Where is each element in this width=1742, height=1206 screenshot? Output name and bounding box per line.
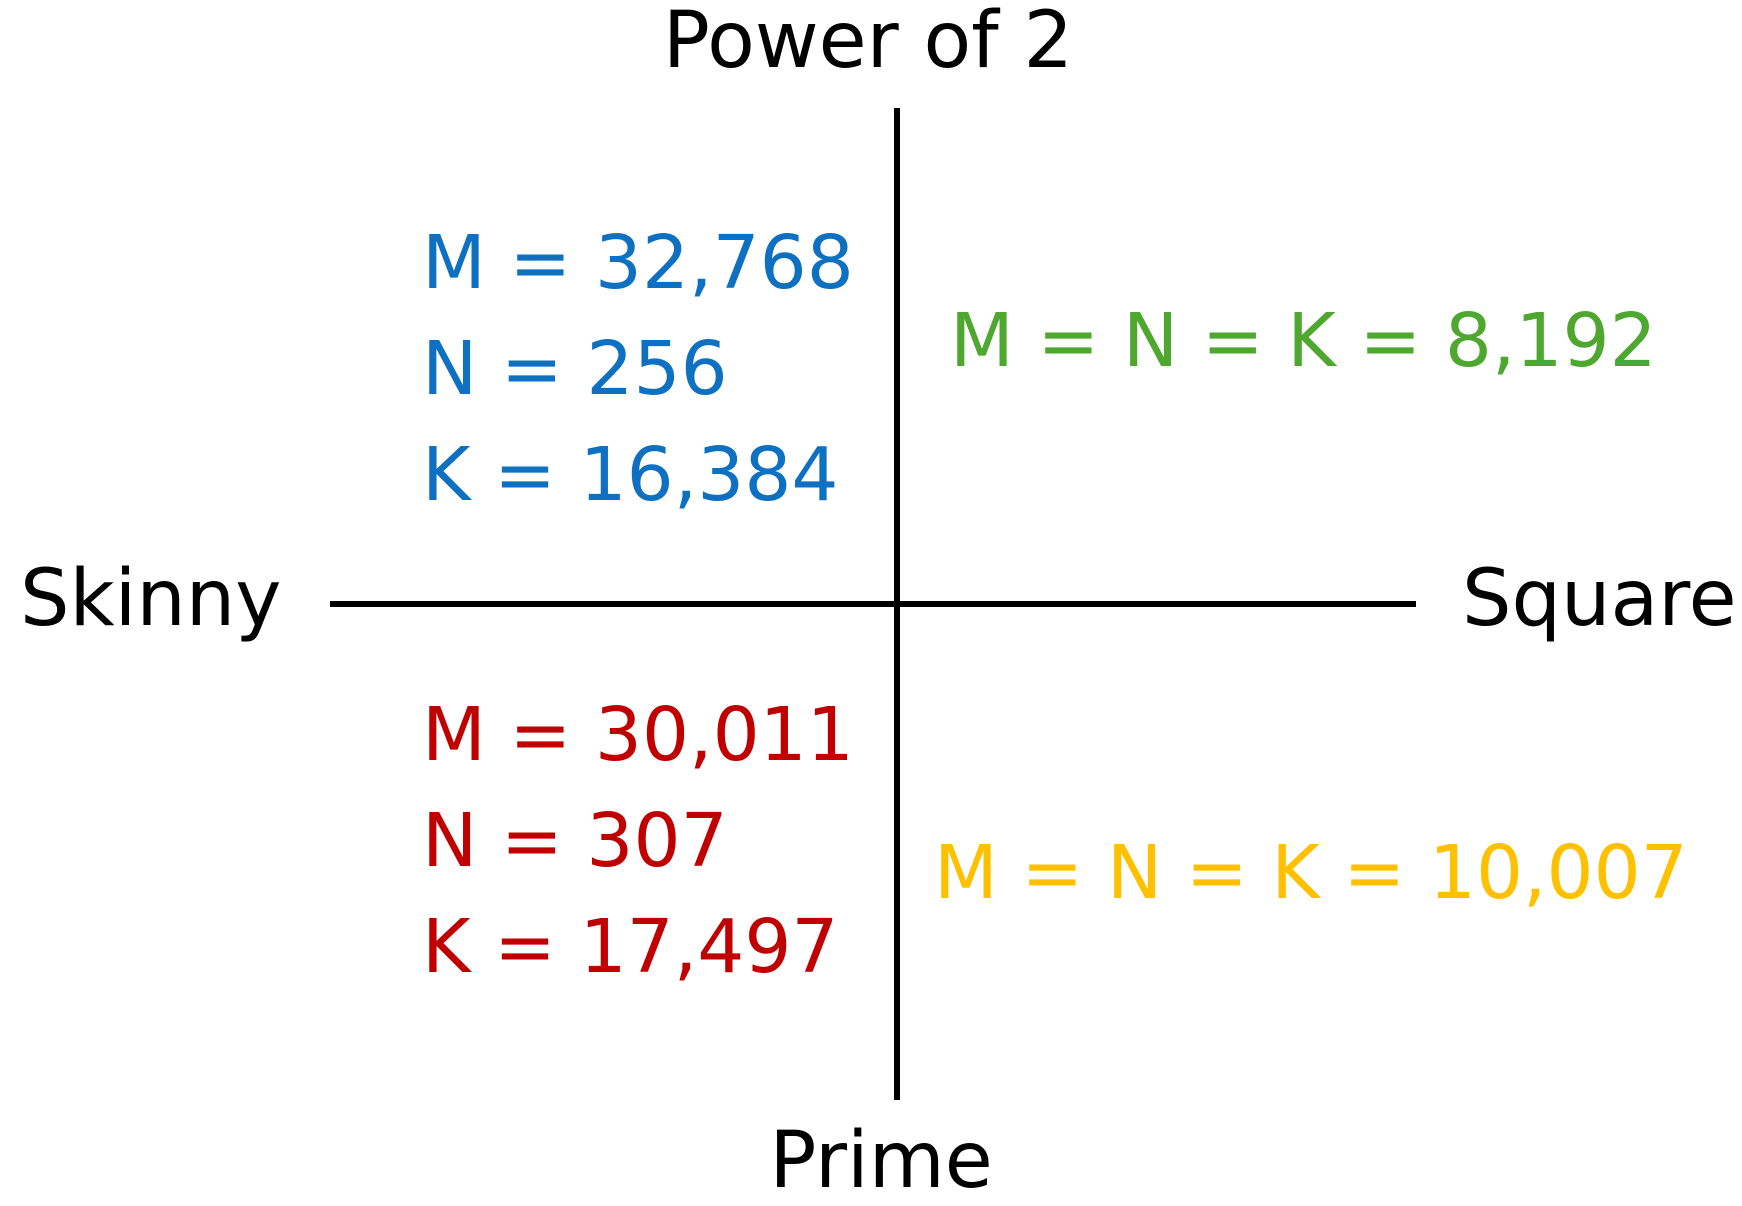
- quadrant-top-left-m: M = 32,768: [422, 220, 854, 306]
- quadrant-top-right-mnk: M = N = K = 8,192: [950, 298, 1657, 384]
- horizontal-axis-line: [330, 601, 1416, 607]
- axis-label-top: Power of 2: [662, 0, 1074, 86]
- quadrant-bottom-right-mnk: M = N = K = 10,007: [934, 830, 1688, 916]
- quadrant-top-right: M = N = K = 8,192: [950, 304, 1657, 378]
- quadrant-bottom-left-m: M = 30,011: [422, 692, 854, 778]
- axis-label-bottom: Prime: [769, 1116, 993, 1206]
- quadrant-bottom-left-k: K = 17,497: [422, 904, 839, 990]
- quadrant-bottom-left-n: N = 307: [422, 798, 728, 884]
- quadrant-bottom-left: M = 30,011 N = 307 K = 17,497: [422, 698, 854, 984]
- axis-label-right: Square: [1462, 554, 1737, 644]
- quadrant-top-left: M = 32,768 N = 256 K = 16,384: [422, 226, 854, 512]
- quadrant-bottom-right: M = N = K = 10,007: [934, 836, 1688, 910]
- quadrant-top-left-n: N = 256: [422, 326, 728, 412]
- axis-label-left: Skinny: [20, 554, 282, 644]
- quadrant-top-left-k: K = 16,384: [422, 432, 839, 518]
